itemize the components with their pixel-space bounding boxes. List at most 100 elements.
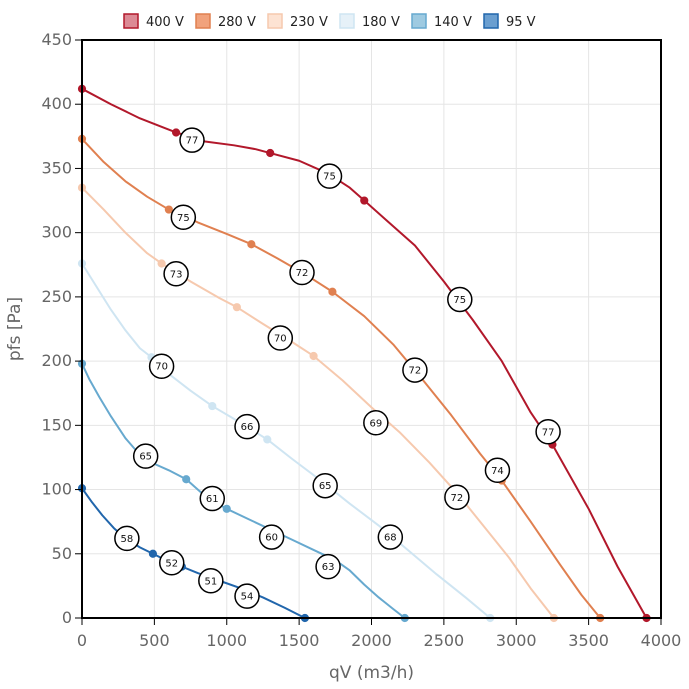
efficiency-label: 75 — [447, 286, 473, 313]
legend-item-0: 400 V — [123, 13, 184, 30]
legend-label: 140 V — [434, 15, 472, 30]
efficiency-label: 68 — [377, 524, 404, 550]
efficiency-label-text: 52 — [165, 558, 178, 569]
efficiency-label-circle — [447, 286, 473, 313]
series-point-5 — [148, 549, 158, 558]
y-tick-label: 150 — [41, 415, 72, 434]
y-tick-label: 0 — [62, 608, 72, 627]
x-axis-title: qV (m3/h) — [329, 663, 414, 683]
efficiency-label-circle — [170, 204, 197, 231]
efficiency-label-circle — [148, 353, 175, 379]
series-point-2 — [157, 259, 166, 268]
efficiency-label-text: 72 — [296, 268, 309, 279]
legend-label: 280 V — [218, 15, 256, 30]
efficiency-label: 54 — [234, 583, 260, 609]
x-tick-label: 2000 — [351, 631, 392, 650]
x-tick-label: 0 — [77, 631, 87, 650]
efficiency-label-text: 69 — [369, 418, 382, 429]
efficiency-label-text: 77 — [186, 136, 199, 147]
efficiency-label: 72 — [444, 484, 470, 511]
efficiency-label-circle — [158, 550, 185, 576]
legend-label: 95 V — [506, 15, 536, 30]
y-tick-label: 50 — [52, 544, 72, 563]
legend-swatch — [483, 13, 499, 29]
series-line-3 — [81, 262, 492, 619]
efficiency-label: 72 — [289, 259, 315, 286]
efficiency-label: 66 — [234, 413, 260, 440]
efficiency-label-text: 75 — [453, 295, 466, 306]
efficiency-label-circle — [114, 525, 140, 552]
series-line-4 — [81, 362, 406, 619]
x-tick-label: 500 — [139, 631, 170, 650]
legend-swatch — [411, 13, 427, 29]
efficiency-label-circle — [444, 484, 470, 511]
legend-label: 230 V — [290, 15, 328, 30]
efficiency-label-circle — [312, 472, 338, 499]
series-point-1 — [247, 240, 256, 249]
efficiency-label-text: 77 — [542, 427, 555, 438]
efficiency-label-circle — [234, 413, 260, 440]
efficiency-label-circle — [377, 524, 404, 550]
efficiency-label-text: 75 — [177, 213, 190, 224]
efficiency-label: 58 — [114, 525, 140, 552]
legend-item-3: 180 V — [339, 13, 400, 30]
efficiency-label: 70 — [148, 353, 175, 379]
legend-item-1: 280 V — [195, 13, 256, 30]
x-tick-label: 2500 — [424, 631, 465, 650]
efficiency-label-circle — [484, 457, 511, 484]
legend-label: 180 V — [362, 15, 400, 30]
efficiency-label-circle — [163, 261, 189, 287]
efficiency-label: 74 — [484, 457, 511, 484]
legend: 400 V 280 V 230 V 180 V 140 V 95 V — [123, 13, 536, 30]
efficiency-label-circle — [289, 259, 315, 286]
efficiency-label-text: 68 — [384, 533, 397, 544]
series-point-0 — [360, 196, 369, 205]
efficiency-label-text: 63 — [322, 562, 335, 573]
efficiency-label-text: 74 — [491, 466, 504, 477]
legend-swatch — [267, 13, 283, 29]
efficiency-label-text: 70 — [155, 362, 168, 373]
efficiency-label-circle — [316, 163, 343, 189]
x-tick-label: 1500 — [279, 631, 320, 650]
series-line-2 — [81, 186, 555, 619]
efficiency-label: 73 — [163, 261, 189, 287]
efficiency-label: 61 — [199, 485, 226, 512]
legend-item-4: 140 V — [411, 13, 472, 30]
series-point-2 — [309, 351, 318, 361]
efficiency-label-circle — [267, 325, 294, 351]
efficiency-label-circle — [234, 583, 260, 609]
y-tick-label: 400 — [41, 94, 72, 113]
series-point-3 — [263, 435, 272, 444]
x-tick-label: 3500 — [568, 631, 609, 650]
series-line-5 — [81, 487, 306, 619]
efficiency-label-text: 60 — [265, 533, 278, 544]
y-axis-title: pfs [Pa] — [5, 297, 25, 361]
series-point-3 — [208, 401, 217, 411]
series-point-0 — [171, 128, 181, 137]
efficiency-label-circle — [132, 443, 159, 469]
efficiency-label: 75 — [316, 163, 343, 189]
efficiency-label-text: 72 — [409, 366, 422, 377]
y-tick-label: 250 — [41, 287, 72, 306]
efficiency-label: 60 — [258, 524, 285, 550]
grid-lines — [81, 39, 662, 619]
series-point-4 — [182, 475, 191, 484]
efficiency-label-circle — [179, 127, 205, 153]
efficiency-label-circle — [258, 524, 285, 550]
efficiency-label-text: 54 — [241, 592, 254, 603]
efficiency-label-circle — [535, 419, 561, 445]
efficiency-label-text: 66 — [241, 422, 254, 433]
y-tick-label: 350 — [41, 158, 72, 177]
efficiency-label-text: 65 — [319, 481, 332, 492]
series-point-0 — [266, 148, 275, 158]
efficiency-label-text: 65 — [139, 452, 152, 463]
efficiency-label: 63 — [315, 553, 341, 580]
efficiency-label: 75 — [170, 204, 197, 231]
efficiency-label-circle — [363, 410, 389, 436]
efficiency-label: 72 — [402, 357, 428, 383]
axes: 0 500 1000 1500 2000 2500 3000 3500 4000 0 50 100 15… — [5, 30, 681, 683]
x-tick-label: 1000 — [206, 631, 247, 650]
y-tick-label: 300 — [41, 223, 72, 242]
